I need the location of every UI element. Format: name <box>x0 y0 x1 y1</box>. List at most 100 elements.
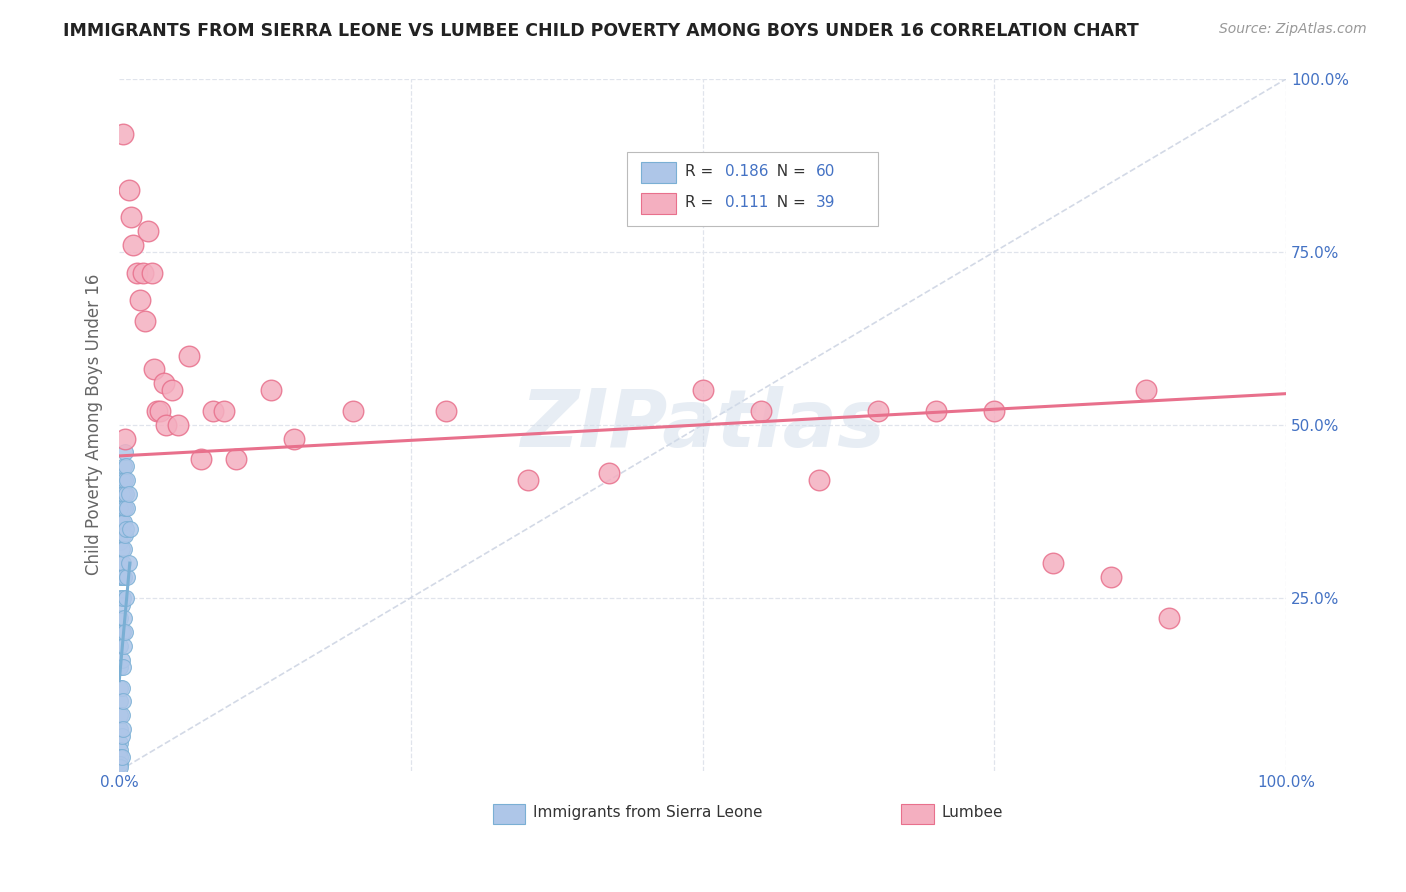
Point <box>983 404 1005 418</box>
Point <box>112 459 135 474</box>
Point <box>1099 570 1122 584</box>
Point <box>141 266 163 280</box>
Point <box>179 349 201 363</box>
Point <box>110 625 132 640</box>
Point <box>111 591 134 605</box>
Point <box>260 383 283 397</box>
Point <box>1159 611 1181 625</box>
Point <box>114 473 136 487</box>
Point <box>155 417 177 432</box>
Text: ZIPatlas: ZIPatlas <box>520 385 886 464</box>
Point <box>598 466 620 480</box>
Point <box>866 404 889 418</box>
Point <box>145 404 167 418</box>
Point <box>134 314 156 328</box>
Point <box>112 639 135 653</box>
Point <box>516 473 538 487</box>
FancyBboxPatch shape <box>901 805 934 824</box>
Point <box>149 404 172 418</box>
Point <box>749 404 772 418</box>
Point <box>110 515 132 529</box>
Point <box>110 515 132 529</box>
Point <box>117 500 139 515</box>
Point <box>117 183 139 197</box>
Point <box>808 473 831 487</box>
Text: R =: R = <box>685 164 718 179</box>
Point <box>160 383 183 397</box>
FancyBboxPatch shape <box>641 193 676 214</box>
Point <box>111 694 134 708</box>
Point <box>110 591 132 605</box>
Point <box>122 238 145 252</box>
Text: Source: ZipAtlas.com: Source: ZipAtlas.com <box>1219 22 1367 37</box>
Point <box>110 660 132 674</box>
Point <box>114 500 136 515</box>
Point <box>214 404 236 418</box>
Point <box>110 708 132 723</box>
Point <box>110 736 132 750</box>
Point <box>112 570 135 584</box>
Point <box>110 729 132 743</box>
Point <box>190 452 212 467</box>
Point <box>115 459 138 474</box>
Point <box>115 522 138 536</box>
Point <box>342 404 364 418</box>
Text: 0.186: 0.186 <box>724 164 768 179</box>
Point <box>114 528 136 542</box>
Point <box>117 556 139 570</box>
Point <box>110 756 132 771</box>
Text: Immigrants from Sierra Leone: Immigrants from Sierra Leone <box>533 805 763 821</box>
Text: Lumbee: Lumbee <box>942 805 1004 821</box>
Point <box>111 625 134 640</box>
Point <box>201 404 224 418</box>
Point <box>112 487 135 501</box>
FancyBboxPatch shape <box>641 162 676 183</box>
Point <box>111 722 134 736</box>
Point <box>110 749 132 764</box>
Point <box>1135 383 1157 397</box>
Point <box>112 542 135 557</box>
Point <box>112 515 135 529</box>
Text: N =: N = <box>766 195 810 211</box>
Point <box>692 383 714 397</box>
Text: R =: R = <box>685 195 723 211</box>
Point <box>110 653 132 667</box>
Point <box>110 743 132 757</box>
Text: 39: 39 <box>815 195 835 211</box>
Point <box>110 535 132 549</box>
FancyBboxPatch shape <box>492 805 526 824</box>
Point <box>129 293 152 308</box>
Point <box>110 570 132 584</box>
Point <box>118 522 141 536</box>
Point <box>114 432 136 446</box>
Point <box>111 528 134 542</box>
Point <box>110 556 132 570</box>
Point <box>143 362 166 376</box>
Point <box>1042 556 1064 570</box>
Point <box>110 639 132 653</box>
Text: 0.111: 0.111 <box>724 195 768 211</box>
Point <box>138 224 160 238</box>
Point <box>225 452 247 467</box>
Point <box>110 500 132 515</box>
Point <box>110 694 132 708</box>
Point <box>110 487 132 501</box>
Point <box>115 487 138 501</box>
Point <box>110 722 132 736</box>
Point <box>152 376 174 391</box>
Text: 60: 60 <box>815 164 835 179</box>
Point <box>117 570 139 584</box>
Point <box>117 473 139 487</box>
Point <box>110 570 132 584</box>
Point <box>110 598 132 612</box>
Point <box>111 473 134 487</box>
Y-axis label: Child Poverty Among Boys Under 16: Child Poverty Among Boys Under 16 <box>86 274 103 575</box>
Point <box>111 500 134 515</box>
Point <box>110 542 132 557</box>
Point <box>110 681 132 695</box>
Point <box>120 211 142 225</box>
FancyBboxPatch shape <box>627 152 877 227</box>
Point <box>125 266 148 280</box>
Text: N =: N = <box>766 164 810 179</box>
Point <box>111 556 134 570</box>
